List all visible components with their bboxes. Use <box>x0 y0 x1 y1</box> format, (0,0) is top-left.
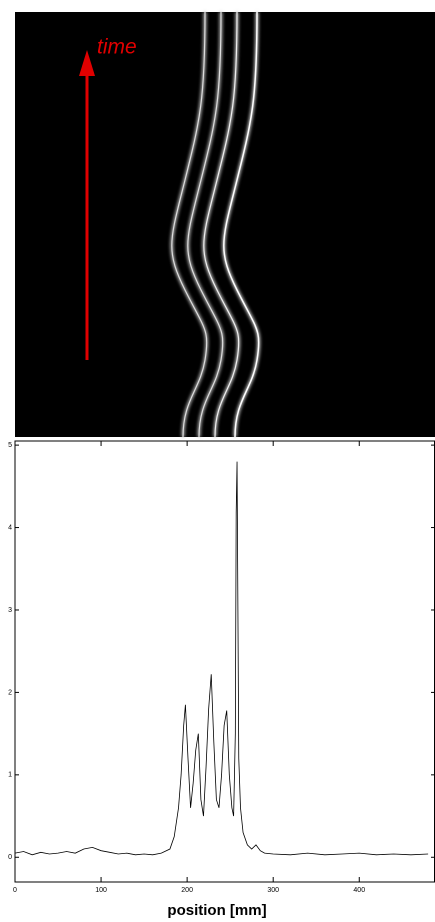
profile-plot: 0 1 2 3 4 5 0 100 200 300 400 <box>8 441 435 894</box>
x-tick-label: 300 <box>267 887 279 894</box>
x-tick-label: 0 <box>13 887 17 894</box>
profile-line <box>15 462 428 855</box>
x-tick-label: 200 <box>181 887 193 894</box>
x-tick-label: 400 <box>353 887 365 894</box>
time-label: time <box>97 36 137 59</box>
x-axis-label: position [mm] <box>167 902 266 919</box>
figure: time 0 1 2 3 4 5 0 100 200 300 400 position [mm] <box>0 0 435 922</box>
y-tick-label: 1 <box>8 772 12 779</box>
y-tick-label: 4 <box>8 524 12 531</box>
y-tick-label: 2 <box>8 689 12 696</box>
y-tick-label: 5 <box>8 442 12 449</box>
y-tick-label: 3 <box>8 607 12 614</box>
plot-frame <box>15 441 435 882</box>
streak-image: time <box>15 12 435 437</box>
y-tick-label: 0 <box>8 854 12 861</box>
x-tick-label: 100 <box>95 887 107 894</box>
